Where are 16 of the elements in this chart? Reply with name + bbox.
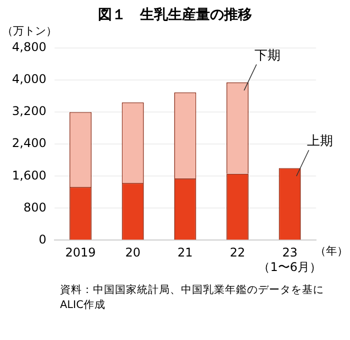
y-tick-label: 0 — [38, 232, 46, 246]
series-label: 上期 — [306, 134, 333, 149]
y-tick-label: 4,000 — [12, 72, 46, 86]
y-tick-label: 4,800 — [12, 40, 46, 54]
y-axis-title: （万トン） — [2, 24, 57, 38]
y-tick-label: 3,200 — [12, 104, 46, 118]
y-tick-label: 2,400 — [12, 136, 46, 150]
x-tick-label: 20 — [125, 246, 140, 260]
text: 資料：中国国家統計局、中国乳業年鑑のデータを基にALIC作成 — [60, 283, 325, 313]
y-tick-label: 1,600 — [12, 168, 46, 182]
x-tick-label: 21 — [178, 246, 193, 260]
y-tick-label: 800 — [23, 200, 46, 214]
x-tick-label: 2019 — [65, 246, 96, 260]
series-label: 下期 — [254, 48, 280, 64]
x-tick-label: 22 — [230, 246, 246, 260]
chart-title: 図１ 生乳生産量の推移 — [97, 6, 253, 25]
